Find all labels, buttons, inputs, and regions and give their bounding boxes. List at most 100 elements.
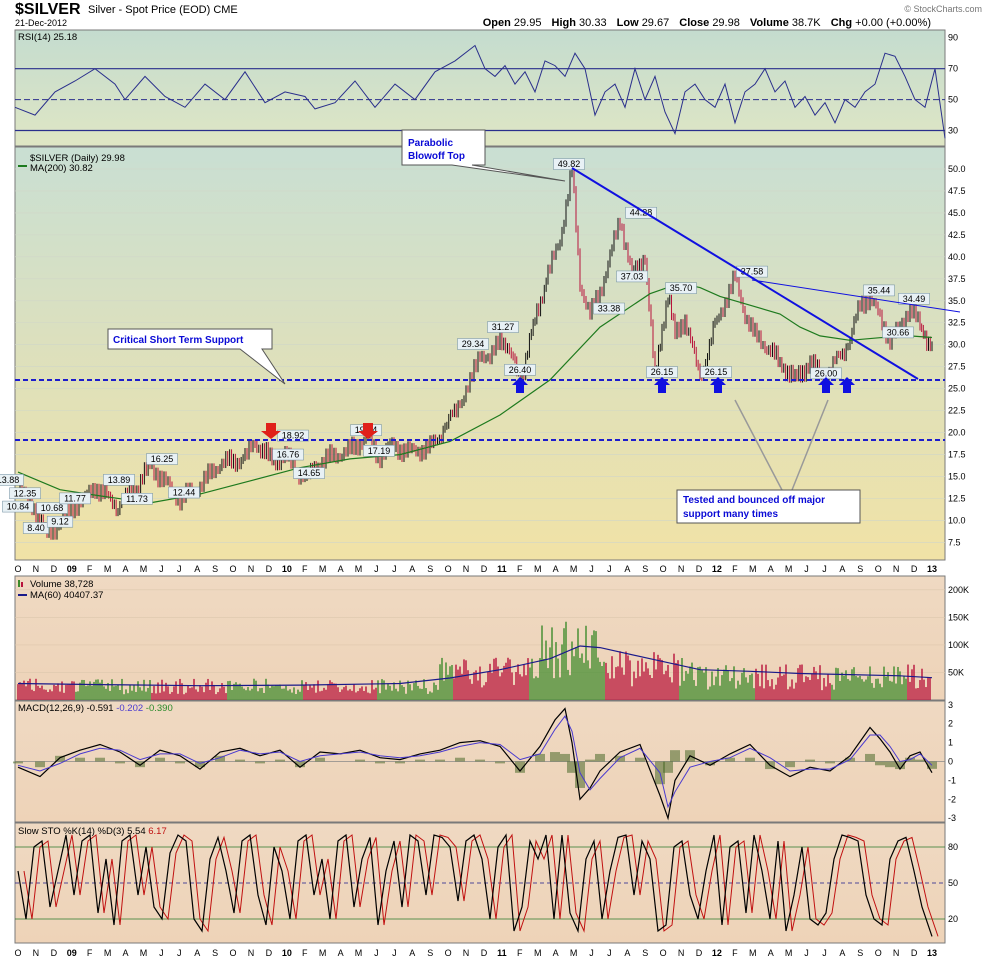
- macd-histogram-bar: [745, 757, 755, 762]
- macd-histogram-bar: [175, 761, 185, 764]
- x-tick-label: J: [822, 564, 827, 574]
- x-tick-label: M: [534, 948, 542, 958]
- x-tick-label: A: [624, 564, 630, 574]
- x-tick-label: F: [87, 564, 93, 574]
- x-tick-label: O: [230, 948, 237, 958]
- low-value: 29.67: [641, 17, 670, 29]
- x-tick-label: S: [857, 564, 863, 574]
- macd-legend-name: MACD(12,26,9): [18, 703, 84, 714]
- price-label: 49.82: [558, 159, 581, 169]
- price-label-box: [665, 282, 697, 294]
- macd-tick-label: -1: [948, 775, 956, 785]
- rsi-legend-text: RSI(14) 25.18: [18, 32, 77, 43]
- x-tick-label: A: [194, 948, 200, 958]
- stochastic-legend-value-1: 5.54: [127, 826, 146, 837]
- open-value: 29.95: [513, 17, 542, 29]
- stochastic-legend-name: Slow STO %K(14) %D(3): [18, 826, 124, 837]
- x-tick-label: A: [123, 564, 129, 574]
- price-label: 26.15: [651, 367, 674, 377]
- macd-legend-value-2: -0.202: [116, 703, 143, 714]
- x-tick-label: F: [732, 948, 738, 958]
- price-label-box: [2, 500, 34, 513]
- price-label-box: [898, 293, 930, 305]
- macd-histogram-bar: [915, 759, 925, 762]
- x-tick-label: J: [159, 948, 164, 958]
- downtrend-line: [571, 167, 919, 380]
- price-label: 29.34: [462, 339, 485, 349]
- volume-ma-line: [17, 645, 933, 687]
- price-label: 31.27: [492, 322, 515, 332]
- price-label: 11.73: [126, 494, 148, 504]
- macd-tick-label: 0: [948, 757, 953, 767]
- price-label: 10.68: [41, 503, 64, 513]
- close-value: 29.98: [712, 17, 740, 29]
- x-tick-label: J: [177, 948, 182, 958]
- stochastic-k-line: [17, 833, 933, 937]
- price-label-box: [36, 502, 68, 514]
- price-layer: 50.0 47.5 45.0 42.5 40.0 37.5 35.0 32.5 30.0 27.5…: [0, 158, 966, 547]
- x-tick-label: J: [392, 564, 397, 574]
- volume-label: Volume: [749, 17, 789, 29]
- x-tick-label: A: [839, 948, 845, 958]
- price-label-box: [504, 364, 536, 376]
- macd-histogram-bar: [75, 757, 85, 762]
- price-label: 37.58: [741, 267, 764, 277]
- x-tick-label: N: [893, 564, 900, 574]
- macd-histogram-bar: [635, 757, 645, 762]
- x-tick-label: M: [785, 948, 793, 958]
- x-tick-label: O: [14, 564, 21, 574]
- x-tick-label: O: [445, 564, 452, 574]
- stochastic-legend: Slow STO %K(14) %D(3) 5.54 6.17: [18, 826, 167, 837]
- price-label-box: [700, 366, 732, 378]
- x-tick-label: J: [589, 948, 594, 958]
- x-tick-label: M: [785, 564, 793, 574]
- macd-histogram-bar: [670, 750, 680, 762]
- rsi-tick-label: 90: [948, 33, 958, 43]
- macd-tick-label: 2: [948, 719, 953, 729]
- price-tick-label: 30.0: [948, 340, 966, 350]
- macd-histogram-bar: [35, 761, 45, 768]
- x-tick-label: D: [51, 564, 58, 574]
- x-tick-label: D: [911, 564, 918, 574]
- x-tick-label: M: [749, 948, 757, 958]
- price-label-box: [168, 486, 200, 499]
- x-tick-label: S: [427, 564, 433, 574]
- price-tick-label: 47.5: [948, 186, 966, 196]
- price-label: 12.44: [173, 488, 196, 498]
- volume-value: 38.7K: [791, 17, 821, 29]
- stochastic-tick-label: 50: [948, 878, 958, 888]
- macd-tick-label: 3: [948, 700, 953, 710]
- price-label-box: [616, 270, 648, 283]
- x-tick-label: D: [696, 948, 703, 958]
- x-tick-label: N: [463, 564, 470, 574]
- x-tick-label: M: [355, 948, 363, 958]
- macd-histogram-bar: [825, 761, 835, 764]
- x-tick-label: J: [374, 948, 379, 958]
- close-label: Close: [679, 17, 710, 29]
- x-tick-label: N: [33, 564, 40, 574]
- x-tick-label: J: [822, 948, 827, 958]
- x-tick-label: J: [607, 948, 612, 958]
- x-tick-label: J: [374, 564, 379, 574]
- price-label: 13.88: [0, 475, 19, 485]
- x-tick-label: O: [445, 948, 452, 958]
- macd-layer: 3 2 1 0 -1 -2 -3: [13, 700, 956, 823]
- x-tick-label: M: [140, 948, 148, 958]
- x-tick-label: S: [857, 948, 863, 958]
- blue-arrow-3: [710, 377, 726, 393]
- x-tick-label: J: [177, 564, 182, 574]
- volume-tick-label: 150K: [948, 612, 969, 622]
- x-tick-label: O: [875, 564, 882, 574]
- price-label-box: [882, 326, 914, 339]
- rsi-line: [14, 44, 946, 139]
- price-legend: $SILVER (Daily) 29.98 MA(200) 30.82: [18, 153, 125, 174]
- price-label-box: [272, 448, 304, 461]
- x-tick-label: N: [248, 948, 255, 958]
- price-label: 11.77: [64, 493, 86, 503]
- stochastic-legend-value-2: 6.17: [148, 826, 167, 837]
- macd-histogram-bar: [275, 759, 285, 762]
- macd-histogram-bar: [865, 753, 875, 762]
- price-tick-label: 50.0: [948, 164, 966, 174]
- macd-histogram-bar: [95, 757, 105, 762]
- x-tick-label: M: [140, 564, 148, 574]
